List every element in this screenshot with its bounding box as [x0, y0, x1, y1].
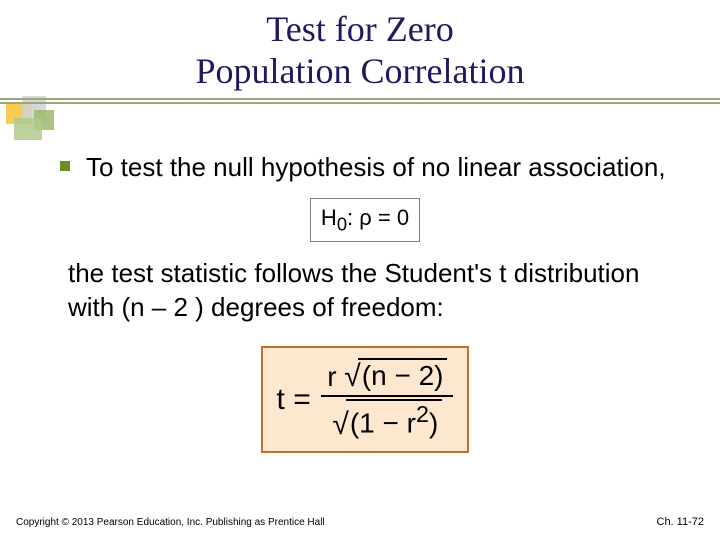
eq2-den-a: (1 − r: [350, 408, 416, 439]
footer-copyright: Copyright © 2013 Pearson Education, Inc.…: [16, 517, 325, 528]
equation-2: t = r √ (n − 2) √ (1 − r2): [261, 346, 470, 452]
bullet-row: To test the null hypothesis of no linear…: [60, 150, 670, 184]
eq2-numerator: r √ (n − 2): [321, 358, 453, 395]
equation-1: H0: ρ = 0: [310, 198, 420, 242]
content-area: To test the null hypothesis of no linear…: [60, 150, 670, 467]
eq2-r: r: [327, 361, 336, 392]
slide: Test for Zero Population Correlation To …: [0, 0, 720, 540]
footer-page: Ch. 11-72: [657, 516, 705, 528]
slide-title: Test for Zero Population Correlation: [0, 8, 720, 92]
eq1-H: H: [321, 205, 337, 230]
title-line-2: Population Correlation: [196, 51, 525, 91]
eq2-den-radicand: (1 − r2): [346, 399, 442, 439]
eq2-fraction: r √ (n − 2) √ (1 − r2): [321, 358, 453, 440]
equation-2-wrap: t = r √ (n − 2) √ (1 − r2): [60, 346, 670, 452]
eq2-den-b: ): [429, 408, 438, 439]
eq2-lhs: t =: [277, 383, 311, 416]
eq2-den-sup: 2: [416, 401, 429, 427]
bullet-icon: [60, 161, 70, 171]
eq2-num-sqrt: √ (n − 2): [344, 358, 447, 392]
equation-1-wrap: H0: ρ = 0: [60, 198, 670, 242]
eq2-num-radicand: (n − 2): [358, 358, 448, 392]
title-line-1: Test for Zero: [266, 9, 453, 49]
title-rule-2: [0, 102, 720, 104]
paragraph-2: the test statistic follows the Student's…: [68, 256, 670, 324]
eq1-sub: 0: [337, 213, 347, 234]
eq1-rest: : ρ = 0: [347, 205, 409, 230]
eq2-den-sqrt: √ (1 − r2): [332, 399, 442, 439]
eq2-denominator: √ (1 − r2): [321, 395, 453, 440]
paragraph-1: To test the null hypothesis of no linear…: [86, 150, 666, 184]
title-rule-1: [0, 98, 720, 100]
